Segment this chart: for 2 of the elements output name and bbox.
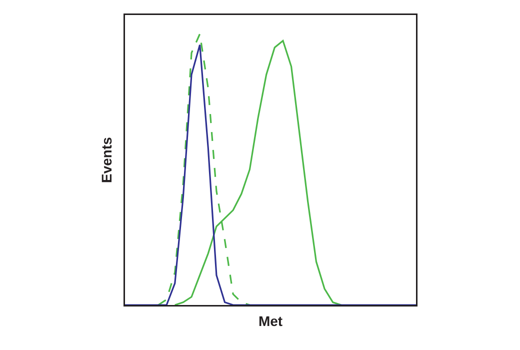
x-axis-title: Met — [258, 312, 283, 329]
y-axis-title: Events — [98, 136, 114, 183]
